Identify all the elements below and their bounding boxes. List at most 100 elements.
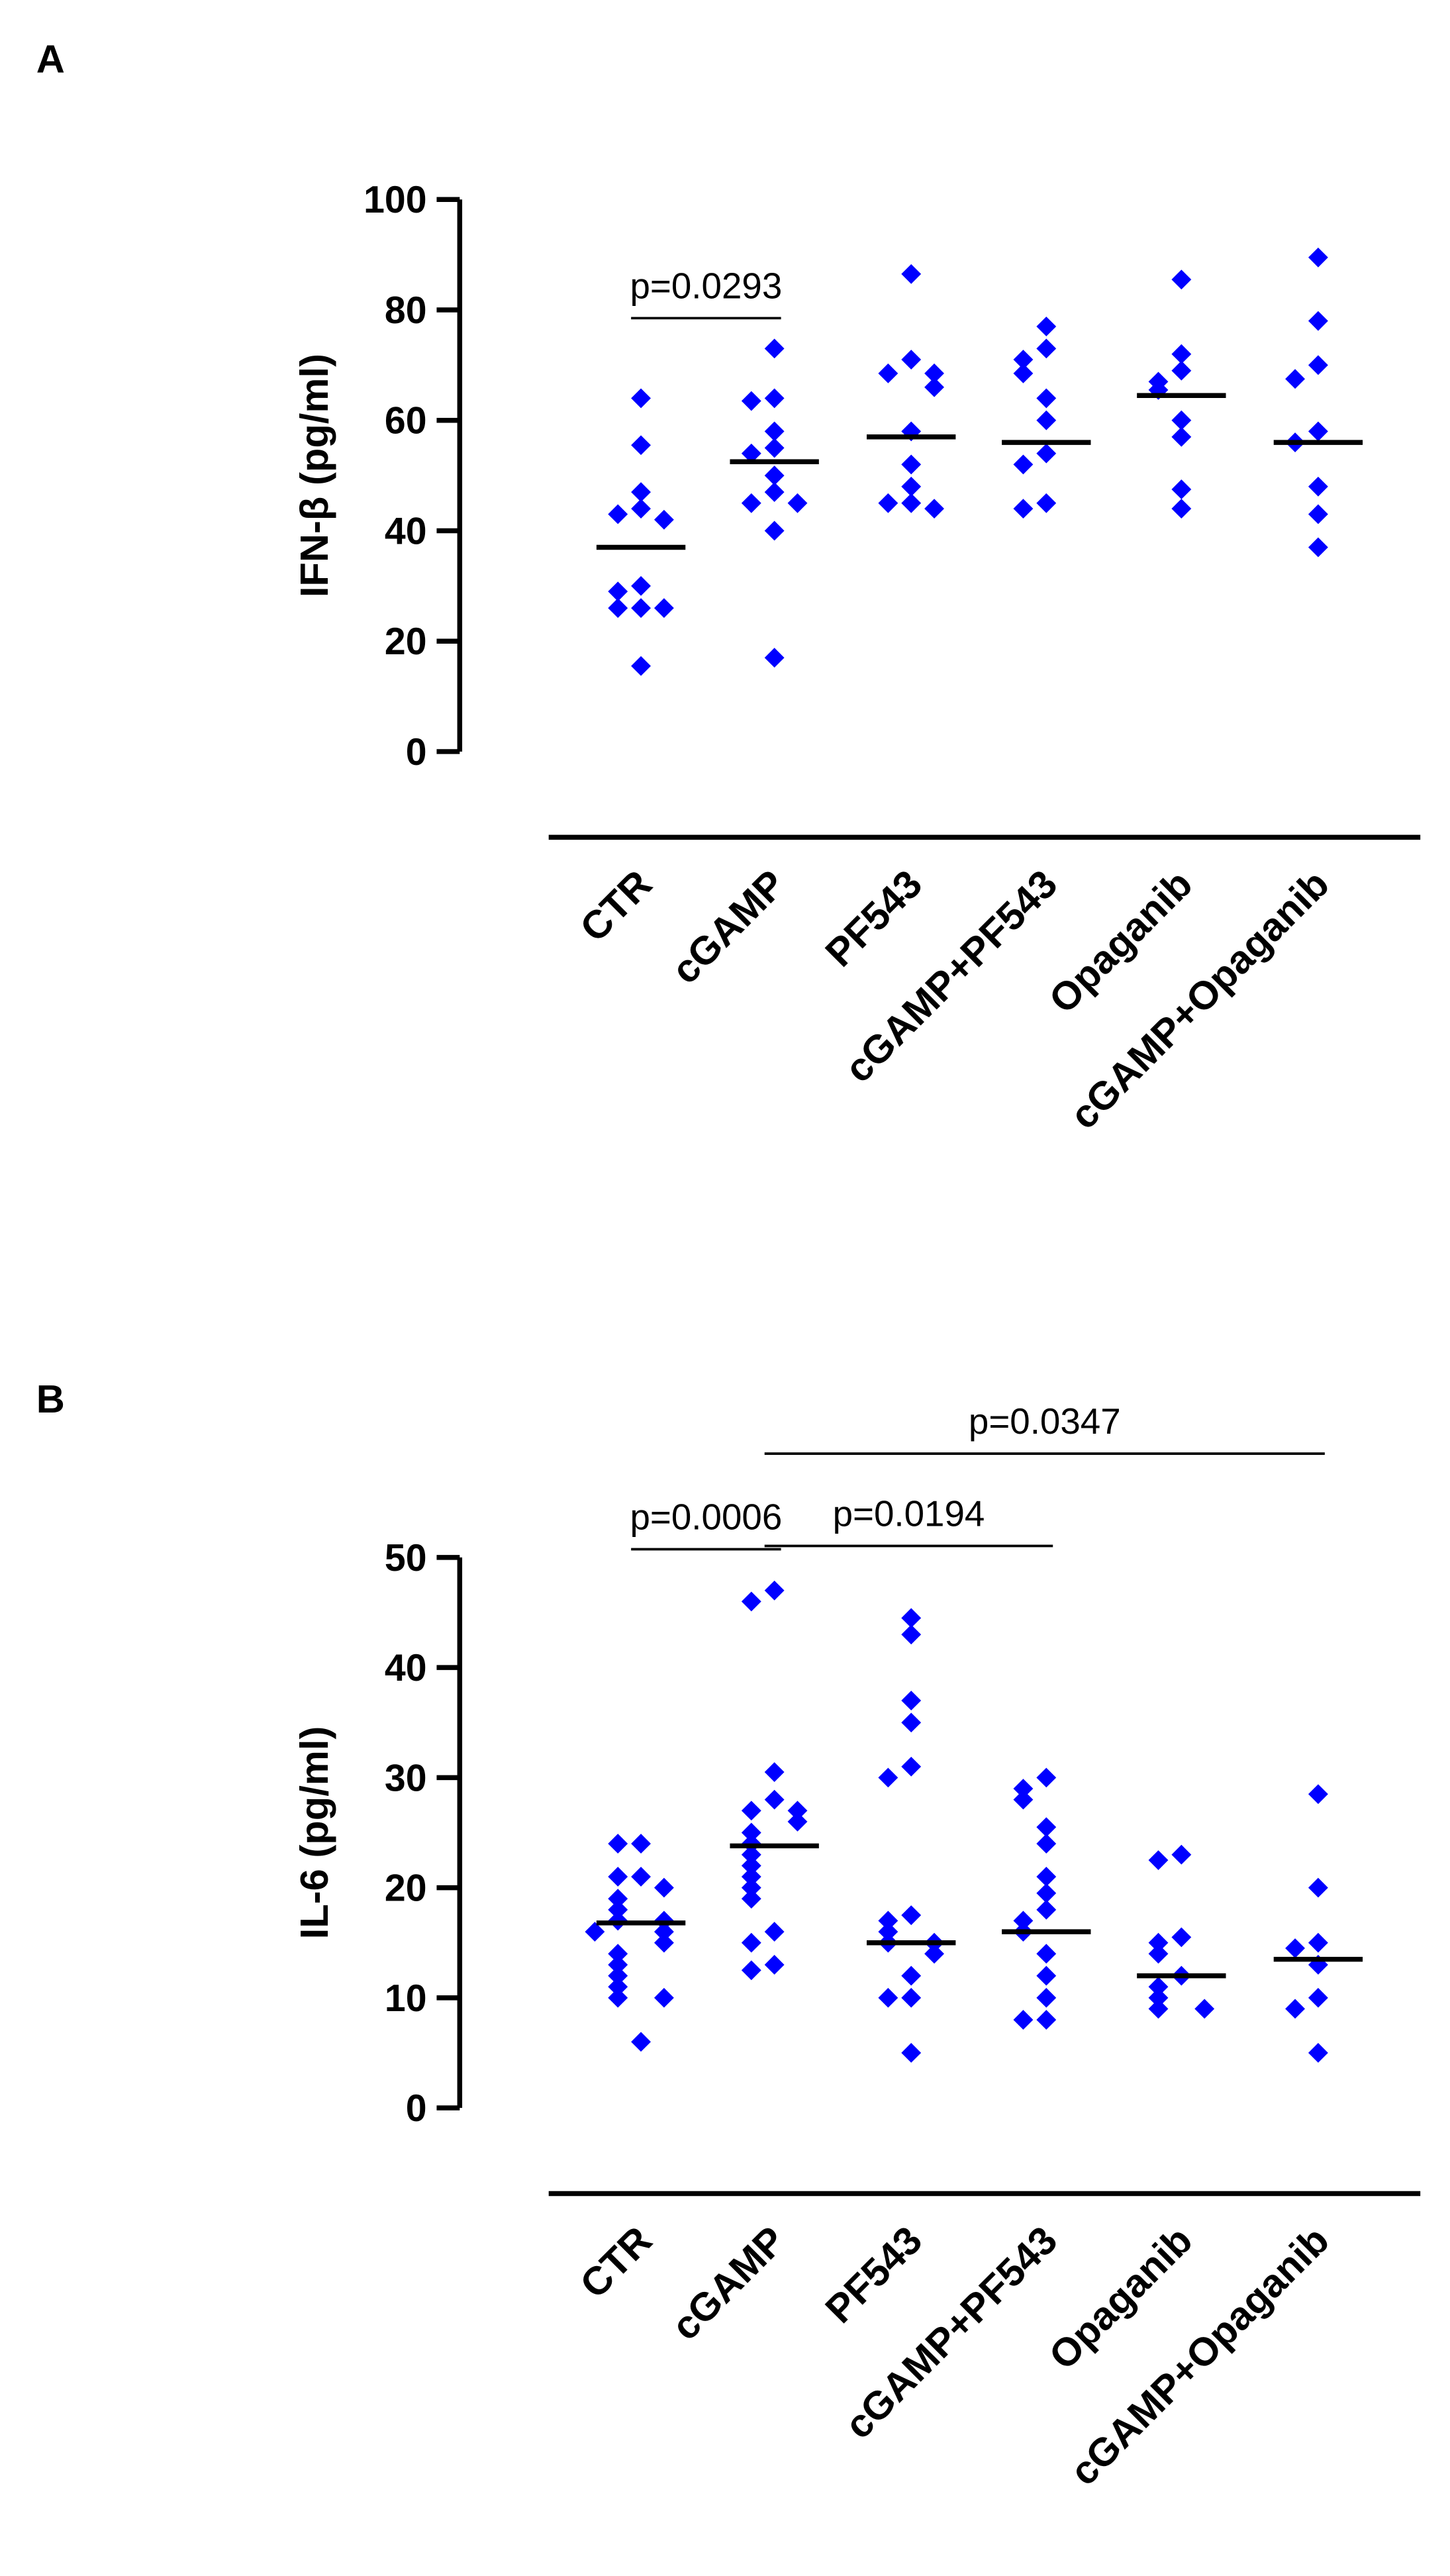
data-point — [741, 1932, 761, 1953]
data-point — [764, 648, 785, 668]
y-tick-label: 80 — [385, 289, 427, 332]
y-axis-label: IL-6 (pg/ml) — [292, 1726, 336, 1940]
x-tick-label: cGAMP+Opaganib — [1061, 862, 1337, 1138]
data-point — [741, 493, 761, 513]
x-tick-label: CTR — [571, 862, 660, 950]
data-point — [901, 2043, 922, 2063]
data-point — [631, 598, 652, 619]
data-point — [1285, 369, 1305, 389]
y-tick-label: 100 — [363, 179, 426, 221]
data-point — [741, 1822, 761, 1843]
data-point — [1171, 270, 1192, 290]
data-point — [1148, 1999, 1169, 2019]
data-point — [741, 1867, 761, 1887]
data-point — [901, 350, 922, 370]
data-point — [878, 363, 898, 383]
data-point — [608, 1834, 628, 1854]
data-point — [1171, 344, 1192, 364]
data-point — [901, 454, 922, 475]
x-tick-label: CTR — [571, 2218, 660, 2306]
p-value: p=0.0194 — [833, 1493, 985, 1534]
data-point — [741, 1591, 761, 1612]
data-point — [653, 1877, 674, 1898]
data-point — [1285, 1938, 1305, 1958]
panel-label: A — [36, 37, 65, 81]
data-point — [901, 1712, 922, 1733]
data-point — [764, 1762, 785, 1782]
y-tick-label: 40 — [385, 1647, 427, 1689]
data-point — [1036, 317, 1057, 336]
data-point — [653, 598, 674, 619]
data-point — [1308, 504, 1328, 524]
data-point — [901, 1905, 922, 1926]
data-point — [1308, 311, 1328, 331]
data-point — [1036, 1965, 1057, 1986]
data-point — [631, 656, 652, 676]
x-tick-label: cGAMP — [663, 862, 794, 993]
data-point — [1036, 410, 1057, 430]
x-tick-label: cGAMP — [663, 2218, 794, 2349]
data-point — [764, 1580, 785, 1601]
x-tick-label: cGAMP+Opaganib — [1061, 2218, 1337, 2494]
data-point — [1308, 1932, 1328, 1953]
data-point — [1036, 1834, 1057, 1854]
data-point — [1148, 1944, 1169, 1964]
data-point — [631, 482, 652, 503]
data-point — [631, 2032, 652, 2052]
data-point — [1036, 338, 1057, 359]
x-tick-label: PF543 — [817, 862, 931, 975]
y-tick-label: 0 — [406, 2087, 427, 2130]
data-point — [631, 1867, 652, 1887]
data-point — [631, 1834, 652, 1854]
data-point — [764, 1955, 785, 1975]
data-point — [1013, 363, 1034, 383]
data-point — [653, 1932, 674, 1953]
data-point — [1148, 1850, 1169, 1870]
data-point — [741, 391, 761, 411]
data-point — [787, 1801, 808, 1821]
data-point — [764, 482, 785, 503]
data-point — [1013, 499, 1034, 519]
data-point — [1036, 1883, 1057, 1903]
data-point — [901, 493, 922, 513]
data-point — [1036, 1944, 1057, 1964]
data-point — [1036, 1867, 1057, 1887]
data-point — [631, 499, 652, 519]
data-point — [1171, 479, 1192, 499]
data-point — [1013, 1789, 1034, 1810]
data-point — [608, 1987, 628, 2008]
data-point — [1013, 1779, 1034, 1799]
data-point — [901, 1624, 922, 1645]
x-tick-label: PF543 — [817, 2218, 931, 2332]
data-point — [924, 1944, 944, 1964]
data-point — [1308, 476, 1328, 497]
data-point — [764, 421, 785, 442]
data-point — [878, 1767, 898, 1788]
data-point — [1148, 1987, 1169, 2008]
y-tick-label: 0 — [406, 731, 427, 773]
y-tick-label: 20 — [385, 620, 427, 663]
data-point — [901, 264, 922, 284]
data-point — [1308, 1784, 1328, 1805]
data-point — [901, 1987, 922, 2008]
data-point — [741, 1889, 761, 1909]
data-point — [901, 1965, 922, 1986]
data-point — [653, 509, 674, 530]
data-point — [1036, 388, 1057, 409]
data-point — [764, 388, 785, 409]
data-point — [1036, 493, 1057, 513]
data-point — [1036, 1987, 1057, 2008]
data-point — [1308, 537, 1328, 558]
data-point — [924, 377, 944, 397]
data-point — [1308, 247, 1328, 268]
data-point — [901, 1756, 922, 1777]
data-point — [878, 1987, 898, 2008]
data-point — [878, 1910, 898, 1931]
data-point — [741, 1960, 761, 1981]
data-point — [1171, 1927, 1192, 1948]
p-value: p=0.0293 — [630, 266, 782, 307]
data-point — [901, 1691, 922, 1710]
data-point — [1308, 1987, 1328, 2008]
data-point — [1308, 1877, 1328, 1898]
